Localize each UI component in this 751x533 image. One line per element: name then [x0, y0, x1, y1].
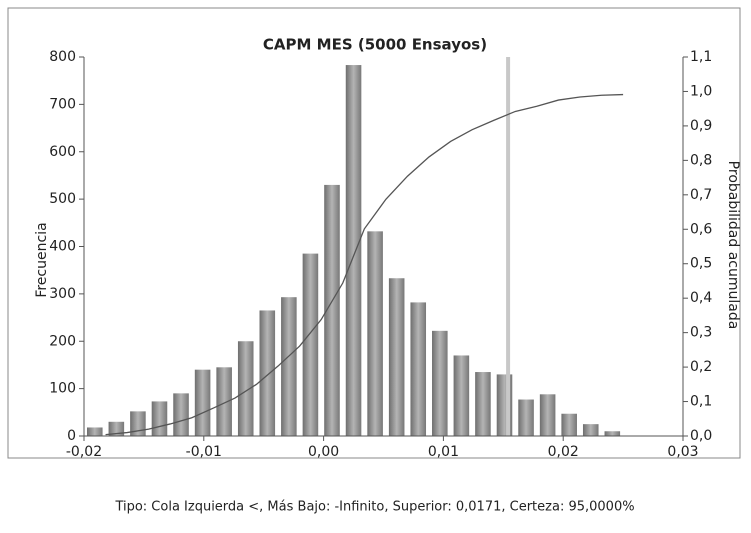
bar — [302, 253, 319, 436]
y2-tick-label: 0,2 — [690, 359, 712, 375]
bar — [173, 393, 189, 436]
y2-tick-label: 0,4 — [690, 290, 712, 306]
x-tick-label: -0,02 — [66, 444, 102, 460]
bar — [539, 394, 556, 436]
y2-tick-label: 0,7 — [690, 187, 712, 203]
y2-tick-label: 0,0 — [690, 428, 712, 444]
bar — [432, 330, 448, 436]
bar — [216, 367, 232, 436]
y-tick-label: 100 — [49, 381, 76, 397]
x-tick-label: 0,01 — [428, 444, 459, 460]
bar — [87, 427, 103, 436]
y-tick-label: 500 — [49, 191, 76, 207]
y-tick-label: 0 — [67, 428, 76, 444]
bar — [518, 399, 534, 436]
y-tick-label: 700 — [49, 96, 76, 112]
y2-tick-label: 0,6 — [690, 221, 712, 237]
bar — [324, 184, 340, 436]
y2-tick-label: 0,9 — [690, 118, 712, 134]
bar — [151, 401, 168, 436]
y2-tick-label: 0,1 — [690, 394, 712, 410]
bar — [237, 341, 254, 436]
bar — [259, 310, 276, 436]
bar — [410, 302, 427, 436]
bar — [108, 421, 125, 436]
y-tick-label: 800 — [49, 49, 76, 65]
bar — [453, 355, 470, 436]
chart-title: CAPM MES (5000 Ensayos) — [263, 36, 487, 54]
y2-axis-label: Probabilidad acumulada — [725, 161, 741, 330]
y2-tick-label: 0,5 — [690, 256, 712, 272]
bar — [194, 369, 211, 436]
bar — [475, 372, 491, 436]
bar — [345, 65, 362, 437]
y-axis-label: Frecuencia — [34, 222, 50, 297]
cumulative-line — [105, 93, 624, 436]
bar — [582, 424, 599, 436]
y2-tick-label: 1,1 — [690, 49, 712, 65]
y-tick-label: 300 — [49, 286, 76, 302]
bar — [561, 413, 577, 436]
bar — [604, 431, 621, 436]
bar — [388, 278, 405, 436]
y-tick-label: 400 — [49, 239, 76, 255]
y2-tick-label: 1,0 — [690, 83, 712, 99]
footer: Tipo: Cola Izquierda <, Más Bajo: -Infin… — [114, 500, 634, 515]
x-tick-label: -0,01 — [186, 444, 222, 460]
x-tick-label: 0,00 — [308, 444, 339, 460]
y2-tick-label: 0,3 — [690, 325, 712, 341]
y2-tick-label: 0,8 — [690, 152, 712, 168]
x-tick-label: 0,02 — [548, 444, 579, 460]
bar — [281, 297, 297, 436]
y-tick-label: 600 — [49, 144, 76, 160]
bar — [367, 231, 383, 436]
x-tick-label: 0,03 — [667, 444, 698, 460]
y-tick-label: 200 — [49, 333, 76, 349]
